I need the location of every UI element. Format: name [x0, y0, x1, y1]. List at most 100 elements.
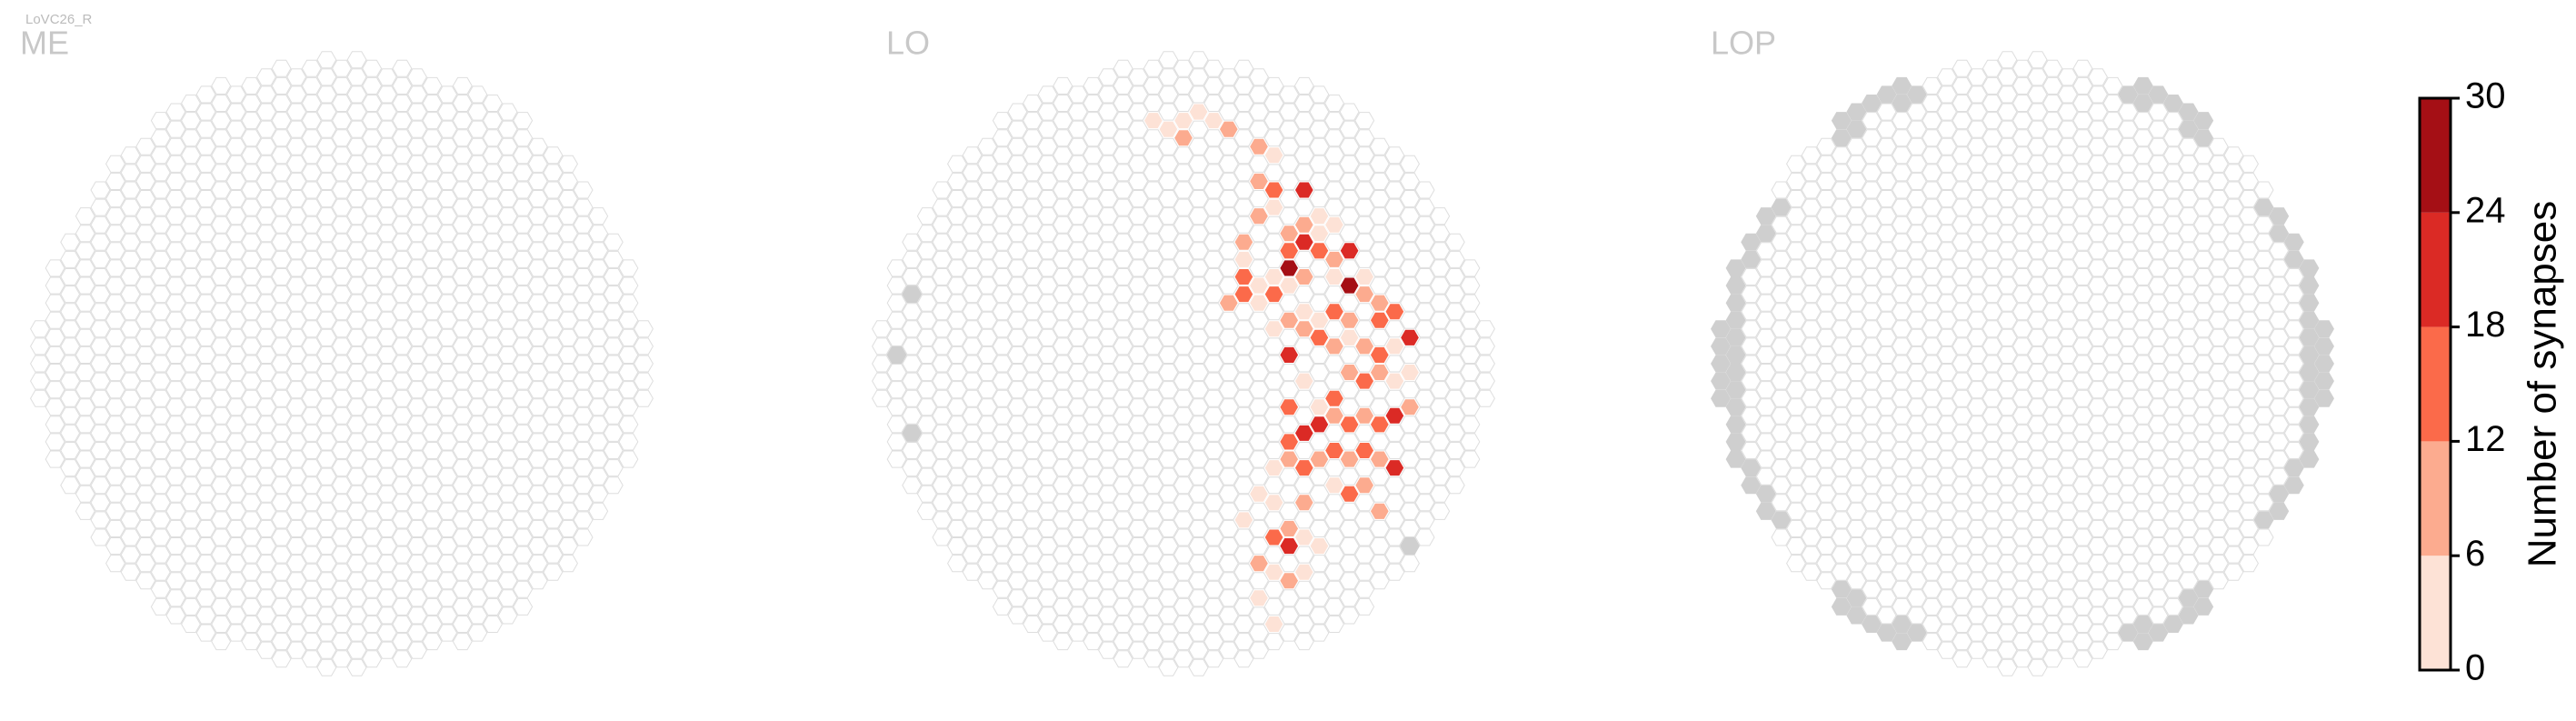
column-hex — [286, 537, 307, 556]
column-hex — [1098, 345, 1118, 364]
column-hex — [60, 459, 81, 477]
column-hex — [1158, 467, 1179, 486]
column-hex — [1113, 181, 1133, 199]
column-hex — [452, 355, 473, 373]
column-hex — [1053, 580, 1073, 598]
column-hex — [256, 555, 276, 573]
column-hex — [1876, 572, 1897, 590]
column-hex — [271, 633, 292, 651]
column-hex — [947, 242, 967, 260]
column-hex — [195, 467, 216, 486]
column-hex — [1173, 546, 1193, 564]
column-hex — [2042, 337, 2063, 355]
column-hex — [1892, 337, 1912, 355]
column-hex — [1922, 389, 1942, 407]
column-hex — [225, 311, 246, 329]
column-hex — [316, 537, 337, 556]
column-hex — [225, 276, 246, 295]
column-hex — [1263, 76, 1284, 95]
column-hex — [376, 85, 397, 104]
column-hex — [902, 372, 923, 390]
column-hex — [1816, 172, 1837, 190]
column-hex — [1892, 112, 1912, 130]
column-hex — [2057, 624, 2078, 642]
column-hex — [332, 389, 352, 407]
column-hex — [2042, 164, 2063, 182]
column-hex — [2148, 467, 2169, 486]
column-hex — [902, 268, 923, 285]
column-hex — [422, 250, 443, 268]
column-hex — [1922, 633, 1942, 651]
column-hex — [1128, 242, 1149, 260]
column-hex — [1188, 207, 1209, 225]
column-hex — [1831, 389, 1852, 407]
column-hex — [1249, 328, 1269, 346]
missing-column — [1725, 398, 1746, 416]
column-hex — [1203, 198, 1224, 216]
column-hex — [588, 502, 609, 520]
column-hex — [1982, 546, 2002, 564]
column-hex — [932, 198, 953, 216]
column-hex — [2118, 589, 2139, 607]
column-hex — [2132, 389, 2153, 407]
column-hex — [1816, 537, 1837, 556]
synapse-hex — [1400, 398, 1420, 416]
column-hex — [286, 485, 307, 503]
column-hex — [211, 476, 232, 495]
column-hex — [1173, 580, 1193, 598]
missing-column — [2193, 129, 2214, 147]
column-hex — [1113, 528, 1133, 546]
column-hex — [543, 372, 564, 390]
column-hex — [467, 519, 488, 537]
column-hex — [362, 320, 383, 338]
column-hex — [1771, 285, 1792, 304]
column-hex — [1143, 250, 1163, 268]
column-hex — [1876, 467, 1897, 486]
column-hex — [1801, 459, 1822, 477]
column-hex — [1067, 172, 1088, 190]
column-hex — [1967, 450, 1988, 468]
column-hex — [1906, 381, 1927, 399]
column-hex — [452, 546, 473, 564]
column-hex — [1997, 381, 2018, 399]
column-hex — [497, 572, 518, 590]
column-hex — [573, 511, 594, 529]
column-hex — [211, 146, 232, 165]
column-hex — [1083, 198, 1103, 216]
column-hex — [392, 476, 413, 495]
column-hex — [1846, 259, 1867, 277]
column-hex — [1384, 198, 1405, 216]
column-hex — [452, 494, 473, 512]
column-hex — [1952, 563, 1972, 581]
column-hex — [1037, 606, 1058, 625]
column-hex — [1997, 658, 2018, 676]
column-hex — [195, 537, 216, 556]
column-hex — [1203, 95, 1224, 112]
colorbar-swatch — [2420, 212, 2451, 327]
column-hex — [422, 546, 443, 564]
column-hex — [527, 485, 548, 503]
column-hex — [256, 68, 276, 86]
column-hex — [2088, 485, 2108, 503]
column-hex — [1755, 294, 1776, 312]
column-hex — [1083, 597, 1103, 616]
column-hex — [2253, 389, 2274, 407]
column-hex — [2012, 215, 2032, 234]
column-hex — [1892, 459, 1912, 477]
column-hex — [1937, 242, 1957, 260]
missing-column — [1831, 112, 1852, 130]
column-hex — [195, 450, 216, 468]
column-hex — [362, 372, 383, 390]
column-hex — [1444, 250, 1465, 268]
column-hex — [2132, 129, 2153, 147]
column-hex — [392, 563, 413, 581]
column-hex — [2253, 442, 2274, 459]
column-hex — [2223, 146, 2244, 165]
column-hex — [1755, 311, 1776, 329]
column-hex — [573, 389, 594, 407]
synapse-hex — [1173, 129, 1193, 147]
column-hex — [1831, 164, 1852, 182]
column-hex — [2042, 546, 2063, 564]
column-hex — [2208, 555, 2229, 573]
column-hex — [1128, 537, 1149, 556]
